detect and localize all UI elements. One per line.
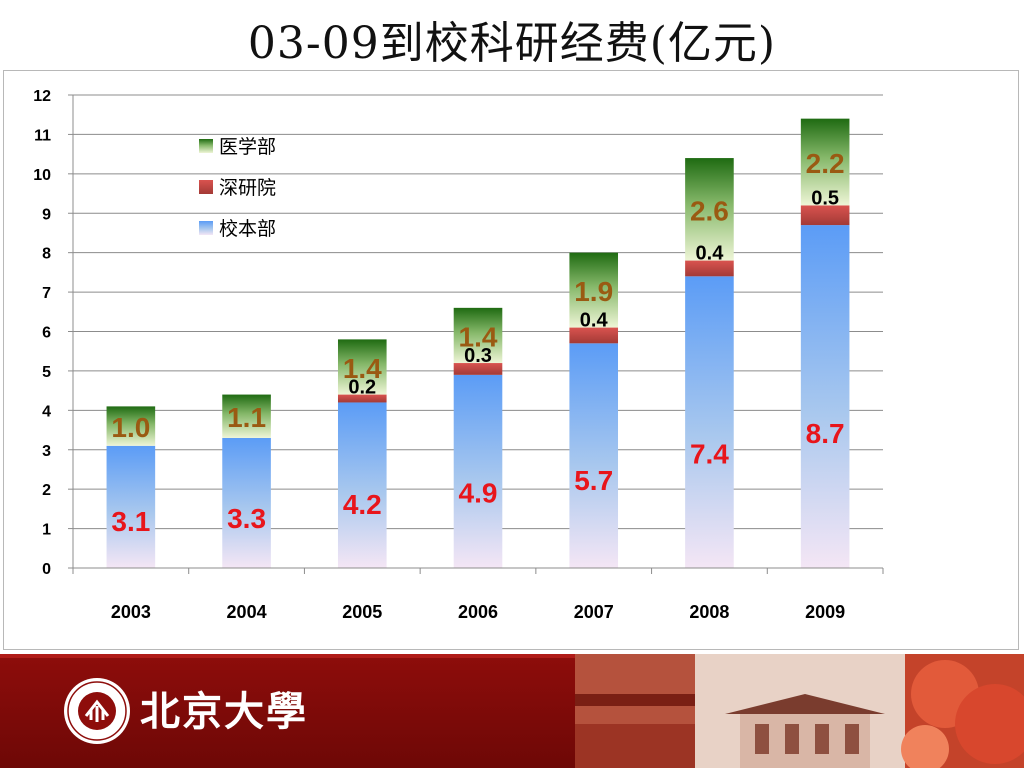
bar-shenzhen: [685, 260, 734, 277]
legend-label: 校本部: [219, 218, 276, 240]
y-tick-label: 4: [42, 403, 51, 420]
legend-label: 深研院: [219, 177, 276, 199]
data-label-shenzhen: 0.3: [464, 345, 492, 367]
y-tick-label: 12: [33, 88, 51, 105]
data-label-shenzhen: 0.2: [348, 377, 376, 399]
y-tick-label: 9: [42, 206, 51, 223]
data-label-main-campus: 4.9: [459, 478, 498, 509]
data-label-medical: 1.4: [343, 353, 382, 384]
x-tick-label: 2009: [805, 602, 845, 622]
legend-label: 医学部: [219, 136, 276, 158]
data-label-main-campus: 8.7: [806, 418, 845, 449]
bar-main-campus: [106, 445, 156, 568]
data-label-medical: 1.4: [459, 321, 498, 352]
bar-main-campus: [337, 402, 387, 568]
x-tick-label: 2005: [342, 602, 382, 622]
university-name: 北京大學: [140, 688, 308, 735]
bar-medical: [106, 406, 156, 446]
y-tick-label: 8: [42, 246, 51, 263]
bar-shenzhen: [453, 363, 503, 375]
bar-medical: [453, 307, 503, 364]
campus-photo: [575, 654, 1024, 768]
bar-medical: [222, 394, 271, 438]
y-tick-label: 1: [42, 522, 51, 539]
y-tick-label: 0: [42, 561, 51, 578]
y-tick-label: 3: [42, 443, 51, 460]
footer-divider: [0, 654, 1024, 658]
bar-main-campus: [569, 343, 619, 568]
data-label-main-campus: 3.1: [111, 506, 150, 537]
y-tick-label: 10: [33, 167, 51, 184]
university-seal-logo: [64, 678, 130, 744]
y-tick-label: 2: [42, 482, 51, 499]
legend-swatch: [199, 221, 213, 235]
y-tick-label: 7: [42, 285, 51, 302]
x-tick-label: 2003: [111, 602, 151, 622]
bar-main-campus: [453, 374, 503, 568]
data-label-main-campus: 3.3: [227, 503, 266, 534]
data-label-main-campus: 7.4: [690, 438, 729, 469]
legend-swatch: [199, 139, 213, 153]
data-label-medical: 2.2: [806, 148, 845, 179]
stacked-bar-chart: 3.11.03.31.14.20.21.44.90.31.45.70.41.97…: [33, 88, 884, 622]
bar-shenzhen: [569, 327, 619, 344]
footer-banner: 北京大學: [0, 654, 1024, 768]
data-label-main-campus: 4.2: [343, 489, 382, 520]
data-label-shenzhen: 0.4: [580, 310, 609, 332]
x-tick-label: 2008: [689, 602, 729, 622]
data-label-main-campus: 5.7: [574, 465, 613, 496]
bar-main-campus: [222, 437, 271, 568]
bar-main-campus: [800, 225, 850, 568]
bar-medical: [337, 339, 387, 395]
bar-medical: [800, 118, 850, 206]
y-tick-label: 5: [42, 364, 51, 381]
data-label-medical: 1.0: [111, 412, 150, 443]
data-label-medical: 1.1: [227, 402, 266, 433]
data-label-shenzhen: 0.5: [811, 187, 839, 209]
bar-main-campus: [685, 276, 734, 568]
data-label-medical: 2.6: [690, 195, 729, 226]
data-label-medical: 1.9: [574, 276, 613, 307]
x-tick-label: 2004: [227, 602, 267, 622]
data-label-shenzhen: 0.4: [696, 243, 725, 265]
legend-swatch: [199, 180, 213, 194]
bar-medical: [685, 158, 734, 261]
bar-medical: [569, 252, 619, 328]
x-tick-label: 2007: [574, 602, 614, 622]
bar-shenzhen: [337, 394, 387, 403]
y-tick-label: 6: [42, 325, 51, 342]
y-tick-label: 11: [34, 127, 51, 144]
bar-shenzhen: [800, 205, 850, 226]
slide-title: 03-09到校科研经费(亿元): [247, 18, 777, 69]
x-tick-label: 2006: [458, 602, 498, 622]
chart-frame: 3.1 1.0 3.3 1.1 4.2 0.2 1.4 4.9 0.3 1.4 5.7 0.4 1.9 7…: [3, 70, 1019, 650]
